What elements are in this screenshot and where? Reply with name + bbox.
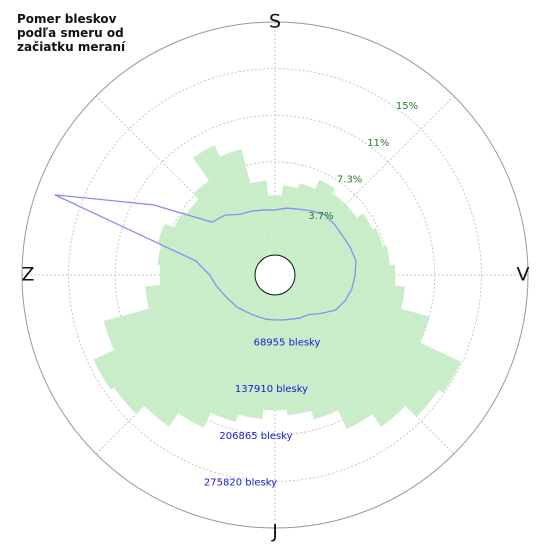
direction-bar — [291, 213, 373, 267]
r-tick-label: 3.7% — [308, 211, 333, 222]
r2-tick-label: 137910 blesky — [235, 384, 308, 395]
direction-bar — [93, 283, 259, 390]
direction-bar — [250, 180, 274, 256]
r2-tick-label: 68955 blesky — [254, 338, 321, 349]
direction-label: V — [517, 264, 530, 286]
direction-bar — [283, 179, 336, 259]
center-hole — [254, 254, 296, 296]
direction-bar — [192, 145, 267, 259]
direction-bar — [263, 294, 287, 411]
r-tick-label: 11% — [367, 138, 389, 149]
direction-bar — [276, 185, 299, 256]
direction-bar — [159, 264, 256, 286]
direction-bar — [193, 180, 264, 261]
r2-tick-label: 206865 blesky — [219, 431, 292, 442]
direction-label: Z — [21, 264, 34, 286]
direction-label: J — [271, 521, 278, 543]
direction-bar — [210, 293, 270, 422]
r2-tick-label: 275820 blesky — [204, 477, 277, 488]
direction-bar — [103, 280, 257, 350]
direction-bar — [294, 264, 396, 286]
direction-bar — [237, 294, 274, 419]
direction-bar — [289, 204, 357, 264]
count-line — [54, 194, 357, 321]
grid-ring — [68, 68, 482, 482]
direction-bar — [276, 294, 312, 416]
direction-bar — [157, 223, 257, 270]
direction-bar — [144, 289, 264, 427]
direction-bar — [178, 291, 267, 428]
direction-bar — [286, 289, 406, 427]
grid-ring — [114, 114, 436, 436]
direction-bar — [174, 211, 259, 267]
direction-label: S — [269, 11, 281, 33]
outer-ring — [21, 21, 529, 529]
direction-bar — [280, 293, 339, 420]
direction-bar — [294, 245, 390, 274]
direction-bar — [286, 193, 346, 261]
r-tick-label: 15% — [396, 101, 418, 112]
direction-bar — [219, 148, 270, 257]
direction-bar — [157, 244, 256, 274]
direction-bar — [186, 198, 261, 264]
r-tick-label: 7.3% — [337, 174, 362, 185]
direction-bar — [293, 280, 430, 343]
direction-bar — [145, 276, 256, 309]
direction-bar — [289, 286, 440, 417]
direction-bar — [280, 183, 316, 257]
chart-title: Pomer bleskov podľa smeru od začiatku me… — [17, 12, 126, 54]
direction-bar — [283, 291, 373, 429]
direction-bar — [114, 286, 261, 414]
direction-bar — [293, 227, 383, 270]
